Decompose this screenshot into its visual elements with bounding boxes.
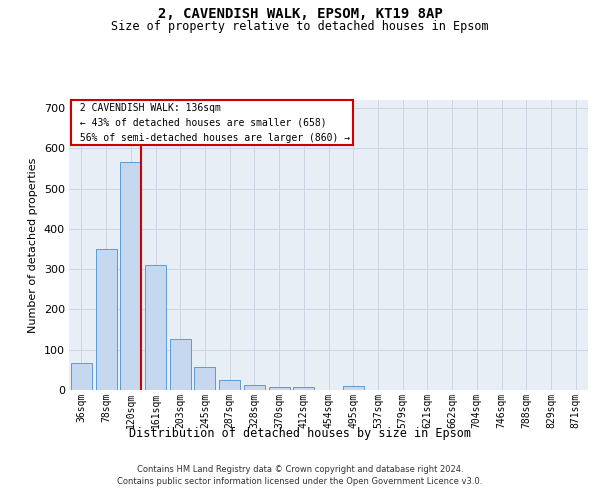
Y-axis label: Number of detached properties: Number of detached properties — [28, 158, 38, 332]
Text: 2, CAVENDISH WALK, EPSOM, KT19 8AP: 2, CAVENDISH WALK, EPSOM, KT19 8AP — [158, 8, 442, 22]
Bar — [170, 339, 191, 390]
Bar — [71, 362, 92, 390]
Bar — [145, 265, 166, 390]
Bar — [293, 387, 314, 390]
Bar — [269, 387, 290, 390]
Bar — [120, 162, 141, 390]
Bar — [219, 380, 240, 390]
Bar — [194, 367, 215, 390]
Text: Contains public sector information licensed under the Open Government Licence v3: Contains public sector information licen… — [118, 478, 482, 486]
Bar — [244, 385, 265, 390]
Text: Distribution of detached houses by size in Epsom: Distribution of detached houses by size … — [129, 428, 471, 440]
Text: 2 CAVENDISH WALK: 136sqm
 ← 43% of detached houses are smaller (658)
 56% of sem: 2 CAVENDISH WALK: 136sqm ← 43% of detach… — [74, 103, 350, 142]
Text: Contains HM Land Registry data © Crown copyright and database right 2024.: Contains HM Land Registry data © Crown c… — [137, 465, 463, 474]
Bar — [95, 249, 116, 390]
Text: Size of property relative to detached houses in Epsom: Size of property relative to detached ho… — [111, 20, 489, 33]
Bar — [343, 386, 364, 390]
